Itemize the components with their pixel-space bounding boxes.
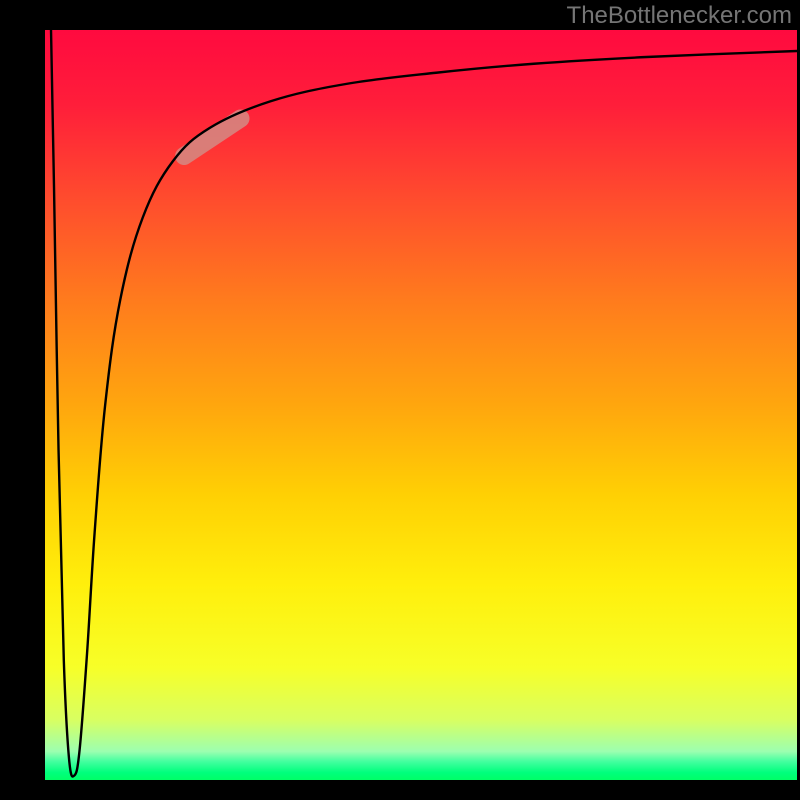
chart-stage: TheBottlenecker.com bbox=[0, 0, 800, 800]
watermark-label: TheBottlenecker.com bbox=[567, 2, 792, 30]
plot-area bbox=[45, 30, 797, 780]
